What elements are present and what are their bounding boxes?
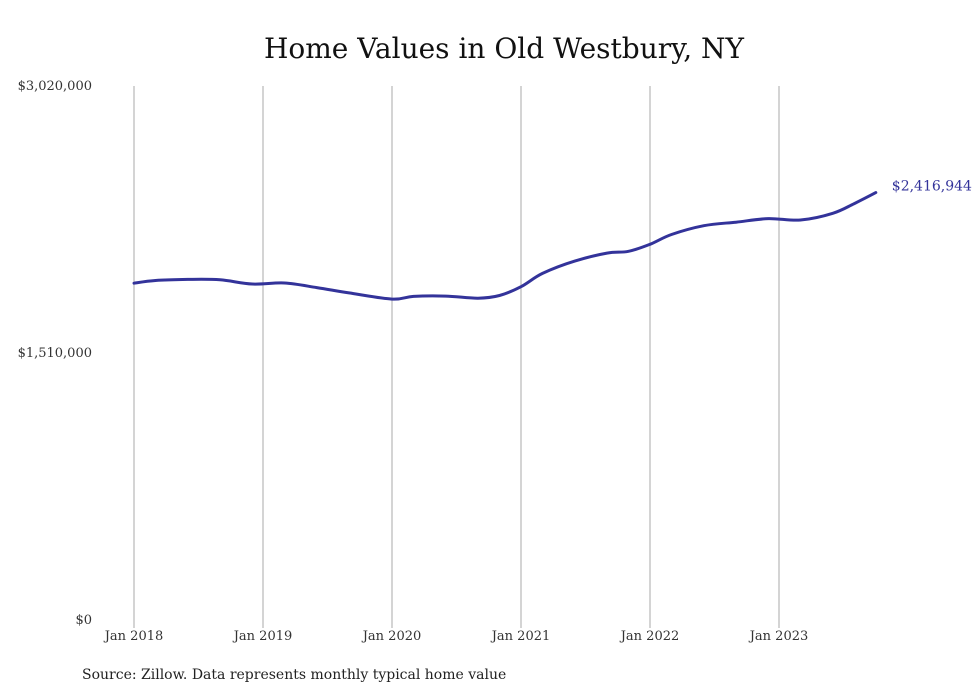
x-tick-label: Jan 2022 bbox=[619, 629, 680, 644]
grid-lines bbox=[133, 86, 780, 628]
y-tick-label: $1,510,000 bbox=[18, 346, 92, 361]
x-tick-label: Jan 2018 bbox=[103, 629, 164, 644]
end-value-label: $2,416,944 bbox=[892, 179, 972, 195]
x-axis-ticks: Jan 2018 Jan 2019 Jan 2020 Jan 2021 Jan 2022… bbox=[103, 629, 809, 644]
x-tick-label: Jan 2021 bbox=[490, 629, 551, 644]
y-tick-label: $3,020,000 bbox=[18, 79, 92, 94]
chart-title: Home Values in Old Westbury, NY bbox=[264, 32, 745, 65]
source-note: Source: Zillow. Data represents monthly … bbox=[82, 667, 507, 683]
y-axis-ticks: $0 $1,510,000 $3,020,000 bbox=[18, 79, 92, 628]
x-tick-label: Jan 2019 bbox=[232, 629, 293, 644]
y-tick-label: $0 bbox=[75, 613, 92, 628]
series-line-0 bbox=[132, 191, 878, 301]
x-tick-label: Jan 2020 bbox=[361, 629, 422, 644]
series-line-layer bbox=[132, 191, 878, 301]
x-tick-label: Jan 2023 bbox=[748, 629, 809, 644]
